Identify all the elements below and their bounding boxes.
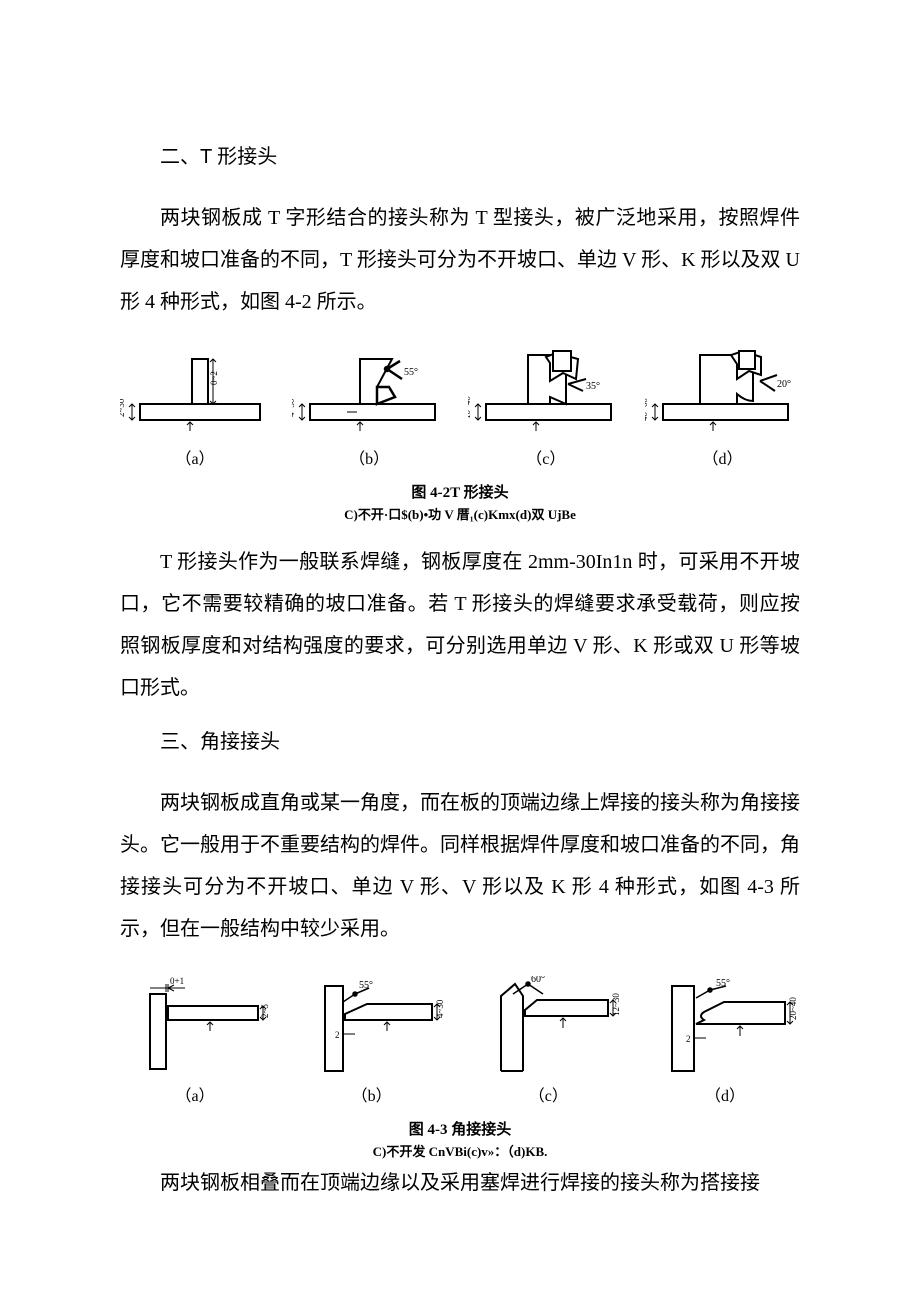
svg-text:20~40: 20~40 — [788, 997, 798, 1020]
svg-text:0~2: 0~2 — [209, 371, 219, 385]
corner-joint-c-icon: 60° 12~30 — [473, 976, 623, 1076]
sublabel-c: （c） — [529, 1082, 568, 1106]
svg-text:40~60: 40~60 — [645, 398, 649, 421]
sublabel-d: （d） — [705, 1082, 745, 1106]
svg-text:60°: 60° — [531, 976, 545, 985]
fig-4-3-c: 60° 12~30 （c） — [473, 976, 623, 1106]
fig-4-3-a: 0+1 2~5 （a） — [120, 976, 270, 1106]
sublabel-b: （b） — [349, 445, 389, 469]
figure-4-2: 2~30 0~2 （a） 55° — [120, 339, 800, 471]
fig-4-3-d: 55° 20~40 2 （d） — [650, 976, 800, 1106]
svg-text:0+1: 0+1 — [170, 976, 184, 986]
sublabel-b: （b） — [352, 1082, 392, 1106]
heading-prefix: 二、 — [160, 146, 200, 168]
fig-4-3-caption: 图 4-3 角接接头 — [120, 1118, 800, 1139]
sublabel-a: （a） — [175, 1082, 214, 1106]
svg-text:4~30: 4~30 — [435, 999, 445, 1018]
fig-4-2-caption: 图 4-2T 形接头 — [120, 481, 800, 502]
sublabel-a: （a） — [175, 445, 214, 469]
svg-text:4~30: 4~30 — [292, 398, 296, 417]
t-joint-a-icon: 2~30 0~2 — [120, 349, 270, 439]
sublabel-d: （d） — [702, 445, 742, 469]
section-3-para-1: 两块钢板成直角或某一角度，而在板的顶端边缘上焊接的接头称为角接接头。它一般用于不… — [120, 782, 800, 950]
fig-4-2-c: 35° 10~40 （c） — [468, 349, 623, 469]
svg-text:55°: 55° — [716, 978, 730, 989]
svg-text:2: 2 — [686, 1034, 691, 1044]
fig-4-3-b: 55° 4~30 2 （b） — [297, 976, 447, 1106]
fig-4-2-d: 20° 40~60 （d） — [645, 349, 800, 469]
sublabel-c: （c） — [526, 445, 565, 469]
figure-4-3: 0+1 2~5 （a） 55° — [120, 966, 800, 1108]
svg-text:55°: 55° — [359, 980, 373, 991]
svg-text:10~40: 10~40 — [468, 396, 472, 419]
section-3-para-2: 两块钢板相叠而在顶端边缘以及采用塞焊进行焊接的接头称为搭接接 — [120, 1162, 800, 1204]
t-joint-c-icon: 35° 10~40 — [468, 349, 623, 439]
svg-text:12~30: 12~30 — [611, 993, 621, 1016]
svg-text:55°: 55° — [404, 367, 418, 378]
section-3-heading: 三、角接接头 — [120, 725, 800, 754]
t-joint-d-icon: 20° 40~60 — [645, 349, 800, 439]
heading-latin: T — [200, 146, 212, 168]
corner-joint-a-icon: 0+1 2~5 — [120, 976, 270, 1076]
fig-4-2-a: 2~30 0~2 （a） — [120, 349, 270, 469]
section-2-para-2: T 形接头作为一般联系焊缝，钢板厚度在 2mm-30In1n 时，可采用不开坡口… — [120, 541, 800, 709]
svg-text:20°: 20° — [777, 379, 791, 390]
corner-joint-d-icon: 55° 20~40 2 — [650, 976, 800, 1076]
svg-text:2~30: 2~30 — [120, 398, 126, 417]
section-2-heading: 二、T 形接头 — [120, 140, 800, 169]
heading-rest: 形接头 — [212, 146, 277, 168]
fig-4-2-b: 55° 4~30 （b） — [292, 349, 447, 469]
fig-4-3-subcaption: C)不开发 CnVBi(c)v»：（d)KB. — [120, 1141, 800, 1160]
svg-text:2: 2 — [335, 1030, 340, 1040]
svg-text:2~5: 2~5 — [260, 1004, 270, 1018]
fig-4-2-subcaption: C)不开·口$(b)•功 V 厝₁(c)Kmx(d)双 UjBe — [120, 504, 800, 523]
t-joint-b-icon: 55° 4~30 — [292, 349, 447, 439]
section-2-para-1: 两块钢板成 T 字形结合的接头称为 T 型接头，被广泛地采用，按照焊件厚度和坡口… — [120, 197, 800, 323]
svg-text:35°: 35° — [586, 381, 600, 392]
corner-joint-b-icon: 55° 4~30 2 — [297, 976, 447, 1076]
